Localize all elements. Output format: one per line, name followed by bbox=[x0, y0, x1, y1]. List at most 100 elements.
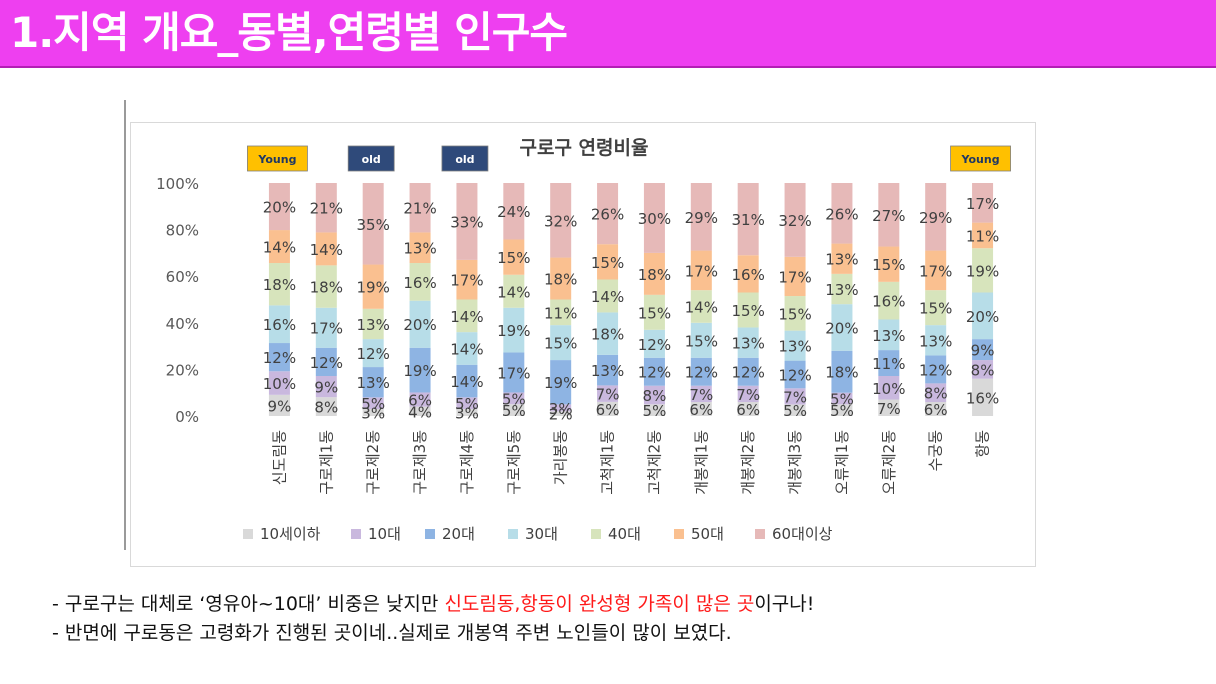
data-label: 14% bbox=[497, 283, 530, 301]
y-tick-label: 80% bbox=[166, 222, 199, 240]
data-label: 21% bbox=[310, 200, 343, 218]
note-line-1: - 구로구는 대체로 ‘영유아~10대’ 비중은 낮지만 신도림동,항동이 완성… bbox=[52, 590, 1202, 619]
bar-segment bbox=[784, 388, 806, 405]
bar-segment bbox=[550, 183, 572, 258]
data-label: 15% bbox=[497, 249, 530, 267]
data-label: 15% bbox=[685, 332, 718, 350]
data-label: 12% bbox=[732, 364, 765, 382]
data-label: 32% bbox=[778, 212, 811, 230]
y-tick-label: 100% bbox=[156, 175, 199, 193]
bar-segment bbox=[690, 402, 712, 416]
data-label: 9% bbox=[268, 397, 292, 415]
data-label: 17% bbox=[497, 364, 530, 382]
data-label: 6% bbox=[408, 392, 432, 410]
bar-segment bbox=[456, 183, 478, 260]
data-label: 10% bbox=[263, 375, 296, 393]
bar-segment bbox=[362, 183, 384, 265]
page-title: 1.지역 개요_동별,연령별 인구수 bbox=[10, 8, 568, 57]
x-tick-label: 개봉제3동 bbox=[786, 430, 804, 495]
bar-segment bbox=[315, 265, 337, 308]
bar-segment bbox=[409, 263, 431, 301]
bar-segment bbox=[550, 257, 572, 300]
data-label: 16% bbox=[732, 266, 765, 284]
x-tick-label: 가리봉동 bbox=[552, 430, 570, 485]
data-label: 12% bbox=[919, 361, 952, 379]
data-label: 8% bbox=[924, 385, 948, 403]
data-label: 15% bbox=[591, 254, 624, 272]
data-label: 20% bbox=[263, 199, 296, 217]
bar-segment bbox=[831, 304, 853, 351]
bar-segment bbox=[831, 392, 853, 405]
data-label: 27% bbox=[872, 207, 905, 225]
note-line-1-suffix: 이구나! bbox=[754, 593, 815, 615]
bar-segment bbox=[362, 409, 384, 416]
data-label: 16% bbox=[263, 316, 296, 334]
bar-segment bbox=[315, 397, 337, 416]
data-label: 2% bbox=[549, 406, 573, 424]
legend-label: 30대 bbox=[525, 525, 558, 543]
badge bbox=[950, 145, 1011, 172]
y-tick-label: 0% bbox=[175, 408, 199, 426]
bar-segment bbox=[409, 406, 431, 416]
bar-segment bbox=[878, 246, 900, 282]
legend-swatch bbox=[674, 529, 684, 539]
x-tick-label: 오류제1동 bbox=[833, 430, 851, 495]
data-label: 9% bbox=[314, 379, 338, 397]
data-label: 14% bbox=[450, 373, 483, 391]
data-label: 18% bbox=[544, 271, 577, 289]
bar-segment bbox=[690, 322, 712, 358]
data-label: 5% bbox=[783, 402, 807, 420]
data-label: 17% bbox=[685, 262, 718, 280]
data-label: 19% bbox=[966, 262, 999, 280]
bar-segment bbox=[315, 375, 337, 398]
bar-segment bbox=[737, 327, 759, 358]
data-label: 17% bbox=[919, 262, 952, 280]
bar-segment bbox=[643, 404, 665, 416]
badge bbox=[441, 145, 489, 172]
legend-swatch bbox=[508, 529, 518, 539]
y-tick-label: 40% bbox=[166, 315, 199, 333]
chart-title: 구로구 연령비율 bbox=[520, 137, 649, 159]
x-tick-label: 오류제2동 bbox=[880, 430, 898, 495]
bar-segment bbox=[550, 360, 572, 405]
badge-label: Young bbox=[961, 153, 1000, 166]
bar-segment bbox=[784, 183, 806, 257]
data-label: 29% bbox=[919, 209, 952, 227]
data-label: 17% bbox=[450, 272, 483, 290]
data-label: 3% bbox=[455, 405, 479, 423]
data-label: 14% bbox=[263, 239, 296, 257]
data-label: 16% bbox=[872, 293, 905, 311]
data-label: 3% bbox=[361, 405, 385, 423]
data-label: 8% bbox=[971, 361, 995, 379]
bar-segment bbox=[503, 404, 525, 416]
data-label: 7% bbox=[689, 386, 713, 404]
bar-segment bbox=[972, 183, 994, 223]
x-tick-label: 구로제3동 bbox=[411, 430, 429, 495]
bar-segment bbox=[690, 357, 712, 386]
legend-swatch bbox=[243, 529, 253, 539]
bar-segment bbox=[409, 347, 431, 393]
data-label: 17% bbox=[310, 320, 343, 338]
bar-segment bbox=[737, 292, 759, 328]
legend-label: 10세이하 bbox=[260, 525, 321, 543]
x-tick-label: 구로제1동 bbox=[317, 430, 335, 495]
bar-segment bbox=[550, 325, 572, 361]
data-label: 13% bbox=[403, 240, 436, 258]
bar-segment bbox=[362, 264, 384, 309]
data-label: 8% bbox=[643, 387, 667, 405]
data-label: 15% bbox=[919, 300, 952, 318]
bar-segment bbox=[268, 230, 290, 264]
note-line-1-highlight: 신도림동,항동이 완성형 가족이 많은 곳 bbox=[444, 593, 755, 615]
bar-segment bbox=[597, 385, 619, 402]
bar-segment bbox=[315, 232, 337, 266]
data-label: 13% bbox=[591, 362, 624, 380]
data-label: 5% bbox=[455, 395, 479, 413]
data-label: 33% bbox=[450, 213, 483, 231]
data-label: 12% bbox=[638, 336, 671, 354]
notes: - 구로구는 대체로 ‘영유아~10대’ 비중은 낮지만 신도림동,항동이 완성… bbox=[52, 590, 1202, 648]
bar-segment bbox=[925, 250, 947, 291]
data-label: 11% bbox=[544, 304, 577, 322]
bar-segment bbox=[456, 259, 478, 300]
bar-segment bbox=[362, 339, 384, 368]
bar-segment bbox=[878, 183, 900, 247]
